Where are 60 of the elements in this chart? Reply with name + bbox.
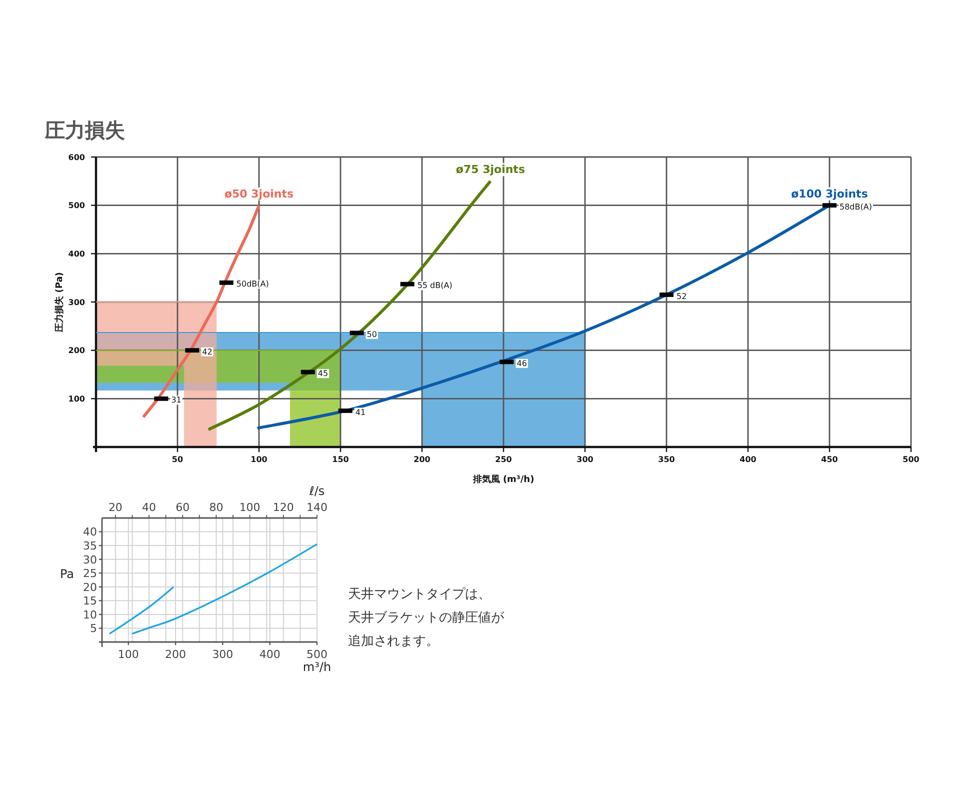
x2-tick-label: 60 — [176, 501, 190, 514]
text: 天井ブラケットの静圧値が — [348, 610, 505, 626]
y-tick-label: 600 — [68, 152, 86, 162]
series-label: ø75 3joints — [456, 163, 526, 176]
x-tick-label: 450 — [821, 455, 838, 464]
y-tick-label: 400 — [68, 250, 86, 259]
x-tick-label: 150 — [332, 455, 350, 464]
text: 天井マウントタイプは、 — [348, 587, 491, 602]
x2-tick-label: 80 — [209, 501, 224, 514]
x-tick-label: 400 — [740, 455, 757, 464]
y-tick-label: 5 — [90, 622, 97, 636]
x-tick-label: 200 — [414, 455, 431, 464]
x2-tick-label: 120 — [272, 501, 294, 514]
y-axis-title: Pa — [60, 567, 74, 581]
y-tick-label: 30 — [83, 553, 97, 566]
x-tick-label: 350 — [658, 455, 676, 464]
y-axis-title: 圧力損失 (Pa) — [54, 272, 65, 333]
x-axis-title: m³/h — [302, 660, 332, 674]
chart-title: 圧力損失 — [44, 118, 125, 142]
x-tick-label: 50 — [172, 455, 184, 464]
x-tick-label: 200 — [165, 648, 186, 661]
x2-tick-label: 100 — [239, 501, 260, 514]
series-label: ø50 3joints — [224, 187, 294, 200]
annotation: 58dB(A) — [840, 202, 872, 212]
x-axis-title: 排気風 (m³/h) — [472, 474, 534, 485]
text: 追加されます。 — [348, 634, 439, 649]
annotation: 50 — [366, 330, 377, 339]
y-tick-label: 300 — [68, 298, 86, 307]
annotation: 55 dB(A) — [417, 281, 452, 290]
x2-tick-label: 40 — [142, 501, 156, 514]
y-tick-label: 20 — [83, 580, 97, 594]
annotation: 46 — [516, 358, 527, 368]
y-tick-label: 100 — [68, 394, 86, 404]
line-series — [131, 543, 318, 635]
series-label: ø100 3joints — [791, 187, 868, 200]
x-tick-label: 500 — [902, 455, 920, 464]
x-tick-label: 250 — [495, 455, 512, 464]
x-tick-label: 300 — [212, 648, 234, 661]
annotation: 41 — [355, 408, 366, 417]
annotation: 31 — [171, 396, 182, 405]
x-tick-label: 500 — [306, 648, 328, 661]
annotation: 45 — [318, 369, 328, 378]
annotation: 50dB(A) — [236, 280, 269, 289]
y-tick-label: 15 — [83, 594, 97, 608]
line-series — [108, 586, 175, 635]
x-tick-label: 300 — [576, 455, 594, 464]
annotation: 52 — [676, 292, 687, 301]
y-tick-label: 35 — [83, 540, 97, 553]
y-tick-label: 10 — [83, 608, 97, 622]
x2-tick-label: 140 — [306, 501, 328, 514]
y-tick-label: 500 — [68, 201, 86, 210]
y-tick-label: 200 — [68, 346, 86, 356]
x-tick-label: 400 — [259, 648, 280, 661]
x-tick-label: 100 — [118, 648, 139, 661]
y-tick-label: 40 — [83, 526, 97, 539]
x-tick-label: 100 — [250, 455, 268, 464]
y-tick-label: 25 — [83, 567, 97, 580]
x2-axis-title: ℓ/s — [308, 484, 325, 498]
annotation: 42 — [202, 347, 212, 356]
x2-tick-label: 20 — [108, 501, 122, 514]
